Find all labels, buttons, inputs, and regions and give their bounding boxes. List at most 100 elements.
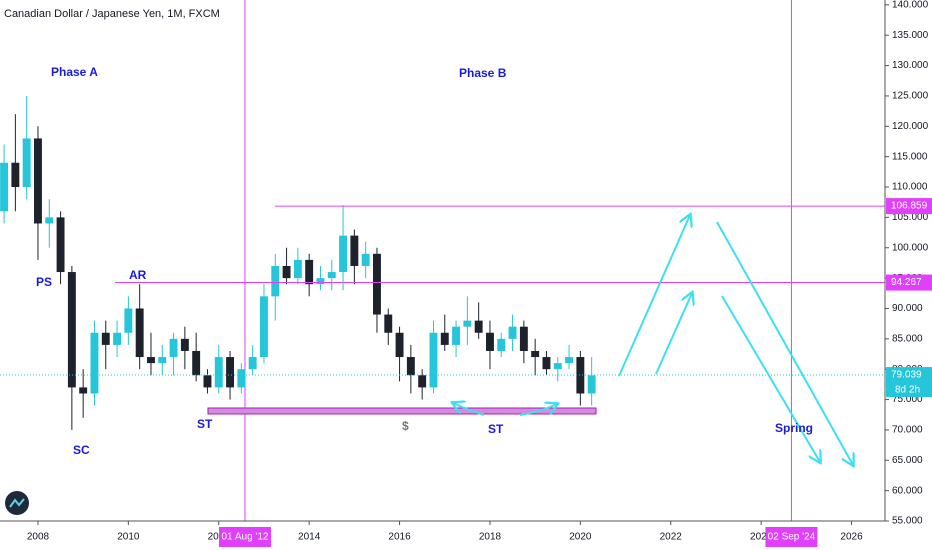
candle-body (384, 314, 393, 333)
candle-body (293, 259, 302, 279)
annotation: $ (402, 419, 409, 433)
annotation: ST (488, 422, 504, 436)
annotation: Phase A (51, 65, 98, 79)
candle-body (474, 320, 483, 333)
candle-body (531, 350, 540, 358)
candle-body (486, 332, 494, 351)
date-label-box (765, 527, 818, 547)
price-label-box (886, 274, 932, 291)
candle-body (113, 332, 122, 345)
annotation: PS (36, 275, 52, 289)
annotation: SC (73, 443, 90, 457)
annotation: ST (197, 417, 213, 431)
y-tick-label: 60.000 (892, 485, 923, 496)
annotation: Spring (775, 421, 813, 435)
candle-body (0, 162, 9, 212)
arrow (716, 221, 853, 465)
candle-body (124, 308, 133, 333)
arrow (453, 403, 485, 416)
candle-body (553, 363, 562, 370)
candle-body (67, 272, 76, 388)
candle-body (463, 320, 472, 327)
candle-body (248, 357, 257, 370)
y-tick-label: 90.000 (892, 303, 923, 314)
candle-body (429, 332, 438, 388)
candle-body (135, 308, 144, 358)
range-box (207, 407, 597, 415)
y-tick-label: 115.000 (892, 151, 928, 162)
candle-body (440, 332, 449, 345)
candle-body (452, 326, 461, 345)
x-tick-label: 2014 (298, 532, 321, 543)
candle-body (305, 259, 314, 285)
candle-body (56, 217, 65, 273)
y-tick-label: 110.000 (892, 182, 928, 193)
candle-body (576, 357, 585, 394)
candle-body (508, 326, 517, 339)
candle-body (34, 138, 42, 224)
candle-body (260, 296, 268, 358)
candle-body (587, 375, 596, 394)
candle-body (565, 357, 574, 364)
y-tick-label: 70.000 (892, 425, 923, 436)
y-tick-label: 75.000 (892, 394, 923, 405)
x-tick-label: 2024 (750, 532, 773, 543)
candle-body (316, 278, 325, 285)
candle-body (45, 217, 54, 224)
candle-body (327, 272, 336, 279)
arrow (721, 295, 820, 462)
candle-body (180, 338, 189, 351)
y-tick-label: 125.000 (892, 91, 929, 102)
candle-body (361, 253, 370, 266)
price-label-box (886, 198, 932, 215)
x-tick-label: 2026 (840, 532, 863, 543)
price-label: 106.859 (891, 201, 928, 212)
y-tick-label: 120.000 (892, 121, 929, 132)
candle-body (519, 326, 528, 351)
arrow (519, 404, 557, 416)
x-tick-label: 2022 (660, 532, 683, 543)
x-tick-label: 2016 (388, 532, 411, 543)
y-tick-label: 65.000 (892, 455, 923, 466)
arrow (618, 215, 690, 377)
date-label: 02 Sep '24 (768, 532, 816, 543)
x-tick-label: 2008 (27, 532, 50, 543)
candle-body (406, 357, 415, 376)
y-tick-label: 140.000 (892, 0, 929, 10)
candle-body (418, 375, 427, 388)
y-tick-label: 55.000 (892, 516, 923, 527)
y-tick-label: 130.000 (892, 60, 929, 71)
candle-body (158, 357, 167, 364)
candle-body (350, 235, 359, 266)
candle-body (282, 265, 291, 279)
price-label: 79.039 (891, 370, 922, 381)
y-tick-label: 135.000 (892, 30, 929, 41)
candle-body (11, 162, 20, 188)
arrow (655, 293, 692, 375)
candle-body (395, 332, 404, 358)
candle-body (271, 265, 280, 297)
y-tick-label: 85.000 (892, 333, 923, 344)
candle-body (22, 138, 31, 188)
y-tick-label: 100.000 (892, 242, 929, 253)
candle-body (542, 357, 551, 370)
countdown: 8d 2h (895, 385, 920, 396)
price-label: 94.267 (891, 277, 922, 288)
logo-icon (9, 498, 25, 508)
date-label: 01 Aug '12 (222, 532, 269, 543)
candle-body (373, 253, 381, 315)
x-tick-label: 2010 (117, 532, 140, 543)
candle-body (192, 350, 201, 376)
candle-body (79, 387, 88, 394)
date-label-box (218, 527, 271, 547)
candle-body (237, 369, 246, 388)
chart-title: Canadian Dollar / Japanese Yen, 1M, FXCM (4, 8, 220, 20)
candle-body (226, 357, 235, 388)
candle-body (214, 357, 223, 388)
annotation: Phase B (459, 66, 507, 80)
candle-body (169, 338, 178, 358)
price-label-box (886, 367, 932, 398)
candle-body (497, 338, 506, 351)
